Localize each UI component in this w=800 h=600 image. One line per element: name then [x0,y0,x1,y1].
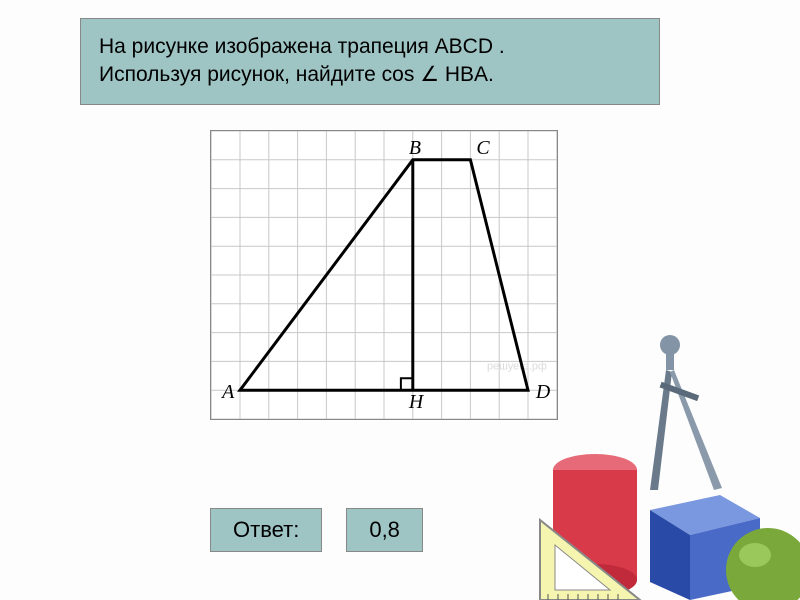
problem-statement: На рисунке изображена трапеция ABCD . Ис… [80,18,660,105]
angle-symbol: ∠ [420,63,439,86]
svg-text:C: C [476,137,490,159]
svg-text:A: A [220,381,235,403]
problem-line-2: Используя рисунок, найдите cos ∠ HBA. [99,61,641,89]
svg-text:B: B [409,137,421,159]
compass-icon [650,335,722,490]
answer-value: 0,8 [346,508,423,552]
decor-geometry-icons [500,300,800,600]
problem-line-1: На рисунке изображена трапеция ABCD . [99,33,641,61]
answer-label: Ответ: [210,508,322,552]
svg-text:H: H [408,391,425,413]
answer-row: Ответ: 0,8 [210,508,423,552]
